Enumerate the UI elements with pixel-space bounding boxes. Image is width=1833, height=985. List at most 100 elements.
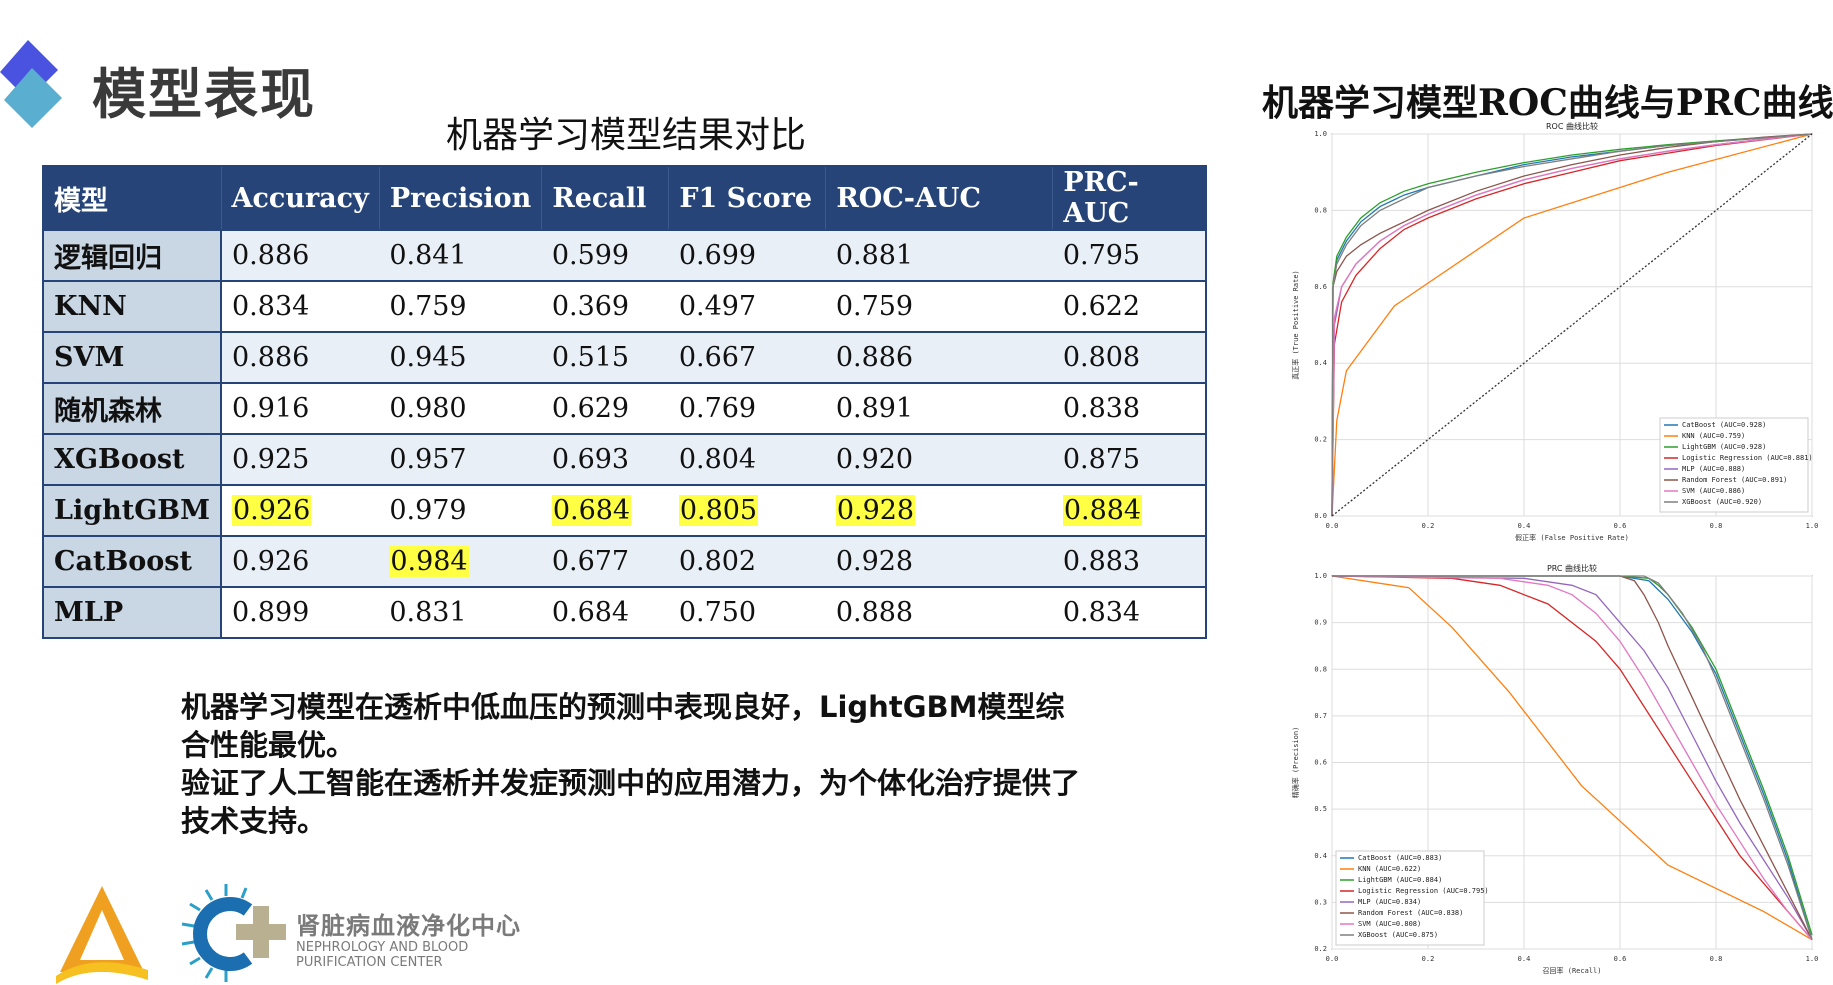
metric-value: 0.750 (678, 597, 757, 628)
metric-value: 0.945 (389, 342, 467, 373)
org-name-en-line-2: PURIFICATION CENTER (296, 955, 443, 970)
y-tick-label: 0.8 (1314, 665, 1327, 673)
series-line (1331, 133, 1813, 517)
table-row: MLP 0.899 0.831 0.684 0.750 0.888 0.834 (43, 586, 1206, 638)
table-row: 逻辑回归 0.886 0.841 0.599 0.699 0.881 0.795 (43, 229, 1206, 281)
metric-cell: 0.622 (1052, 280, 1206, 332)
y-tick-label: 0.2 (1314, 945, 1327, 953)
x-axis-label: 假正率 (False Positive Rate) (1515, 533, 1629, 542)
x-tick-label: 0.2 (1422, 955, 1435, 963)
y-tick-label: 0.6 (1314, 283, 1327, 291)
metric-cell: 0.838 (1052, 382, 1206, 434)
x-tick-label: 0.6 (1614, 955, 1627, 963)
cross-sun-logo (181, 884, 286, 982)
series-line (1331, 133, 1813, 517)
metric-cell: 0.883 (1052, 535, 1206, 587)
metric-cell: 0.497 (668, 280, 826, 332)
series-line (1331, 575, 1813, 941)
metric-cell: 0.831 (379, 586, 542, 638)
metric-cell: 0.886 (221, 229, 380, 281)
charts-title: 机器学习模型ROC曲线与PRC曲线 (1262, 82, 1833, 124)
metric-cell: 0.884 (1052, 484, 1206, 536)
series-line (1331, 575, 1813, 941)
metric-cell: 0.957 (379, 433, 542, 485)
metric-cell: 0.980 (379, 382, 542, 434)
metric-value: 0.888 (835, 597, 914, 628)
metric-value: 0.881 (835, 240, 914, 271)
legend-entry: LightGBM (AUC=0.884) (1358, 876, 1442, 884)
metric-value: 0.759 (389, 291, 467, 322)
legend-entry: SVM (AUC=0.886) (1682, 487, 1745, 495)
metric-cell: 0.769 (668, 382, 826, 434)
metric-cell: 0.693 (541, 433, 669, 485)
y-tick-label: 1.0 (1314, 572, 1327, 580)
model-name-cell: 随机森林 (43, 382, 222, 434)
metric-value: 0.883 (1062, 546, 1141, 577)
legend-entry: Logistic Regression (AUC=0.881) (1682, 454, 1813, 462)
legend-entry: XGBoost (AUC=0.920) (1682, 498, 1762, 506)
metric-value: 0.899 (232, 597, 310, 628)
metric-cell: 0.881 (825, 229, 1053, 281)
model-name-cell: LightGBM (43, 484, 222, 536)
legend-entry: CatBoost (AUC=0.883) (1358, 854, 1442, 862)
metric-cell: 0.750 (668, 586, 826, 638)
metric-cell: 0.677 (541, 535, 669, 587)
legend-box (1335, 850, 1485, 946)
model-name-cell: KNN (43, 280, 222, 332)
metric-cell: 0.699 (668, 229, 826, 281)
legend-entry: MLP (AUC=0.834) (1358, 898, 1421, 906)
metric-value: 0.622 (1062, 291, 1141, 322)
x-tick-label: 0.8 (1710, 955, 1723, 963)
metric-cell: 0.891 (825, 382, 1053, 434)
summary-line-1: 机器学习模型在透析中低血压的预测中表现良好，LightGBM模型综合性能最优。 (181, 690, 1065, 762)
table-title: 机器学习模型结果对比 (446, 115, 807, 156)
metric-cell: 0.667 (668, 331, 826, 383)
series-line (1331, 133, 1813, 517)
y-tick-label: 0.6 (1314, 759, 1327, 767)
y-tick-label: 0.5 (1314, 805, 1327, 813)
metric-value: 0.834 (1062, 597, 1141, 628)
metric-cell: 0.928 (825, 535, 1053, 587)
metric-value: 0.920 (835, 444, 914, 475)
metric-cell: 0.899 (221, 586, 380, 638)
y-tick-label: 0.3 (1314, 898, 1327, 906)
org-name-cn: 肾脏病血液净化中心 (296, 912, 521, 940)
series-line (1331, 133, 1813, 517)
metric-cell: 0.684 (541, 586, 669, 638)
org-name-en: NEPHROLOGY AND BLOOD PURIFICATION CENTER (296, 940, 468, 970)
column-header: ROC-AUC (825, 166, 1054, 230)
metric-cell: 0.920 (825, 433, 1053, 485)
column-header: Precision (379, 166, 543, 230)
x-tick-label: 0.2 (1422, 522, 1435, 530)
metric-cell: 0.834 (221, 280, 380, 332)
y-tick-label: 0.0 (1314, 512, 1327, 520)
summary-text: 机器学习模型在透析中低血压的预测中表现良好，LightGBM模型综合性能最优。 … (181, 688, 1081, 840)
table-row: LightGBM 0.926 0.979 0.684 0.805 0.928 0.884 (43, 484, 1206, 536)
metric-cell: 0.629 (541, 382, 669, 434)
roc-chart: ROC 曲线比较 0.0 0.2 0.4 0.6 0.8 1.0 0.0 0.2 0.4 0.6 0.… (1291, 121, 1818, 542)
table-row: SVM 0.886 0.945 0.515 0.667 0.886 0.808 (43, 331, 1206, 383)
legend-entry: MLP (AUC=0.888) (1682, 465, 1745, 473)
metric-value: 0.886 (232, 240, 310, 271)
y-tick-label: 0.4 (1314, 359, 1327, 367)
legend-entry: KNN (AUC=0.759) (1682, 432, 1745, 440)
metric-cell: 0.599 (541, 229, 669, 281)
legend-entry: LightGBM (AUC=0.928) (1682, 443, 1766, 451)
org-name-en-line-1: NEPHROLOGY AND BLOOD (296, 940, 469, 955)
metric-value: 0.759 (835, 291, 914, 322)
triangle-logo (56, 886, 148, 984)
metric-cell: 0.875 (1052, 433, 1206, 485)
model-name-cell: SVM (43, 331, 222, 383)
metric-cell: 0.888 (825, 586, 1053, 638)
metric-value: 0.684 (551, 597, 630, 628)
metric-cell: 0.369 (541, 280, 669, 332)
metric-value: 0.699 (678, 240, 757, 271)
legend-entry: SVM (AUC=0.808) (1358, 920, 1421, 928)
metric-value: 0.979 (389, 495, 467, 526)
table-row: CatBoost 0.926 0.984 0.677 0.802 0.928 0.883 (43, 535, 1206, 587)
x-tick-label: 0.0 (1326, 522, 1339, 530)
metric-value: 0.804 (678, 444, 757, 475)
metric-value: 0.891 (835, 393, 914, 424)
y-tick-label: 0.7 (1314, 712, 1327, 720)
y-tick-label: 0.8 (1314, 206, 1327, 214)
